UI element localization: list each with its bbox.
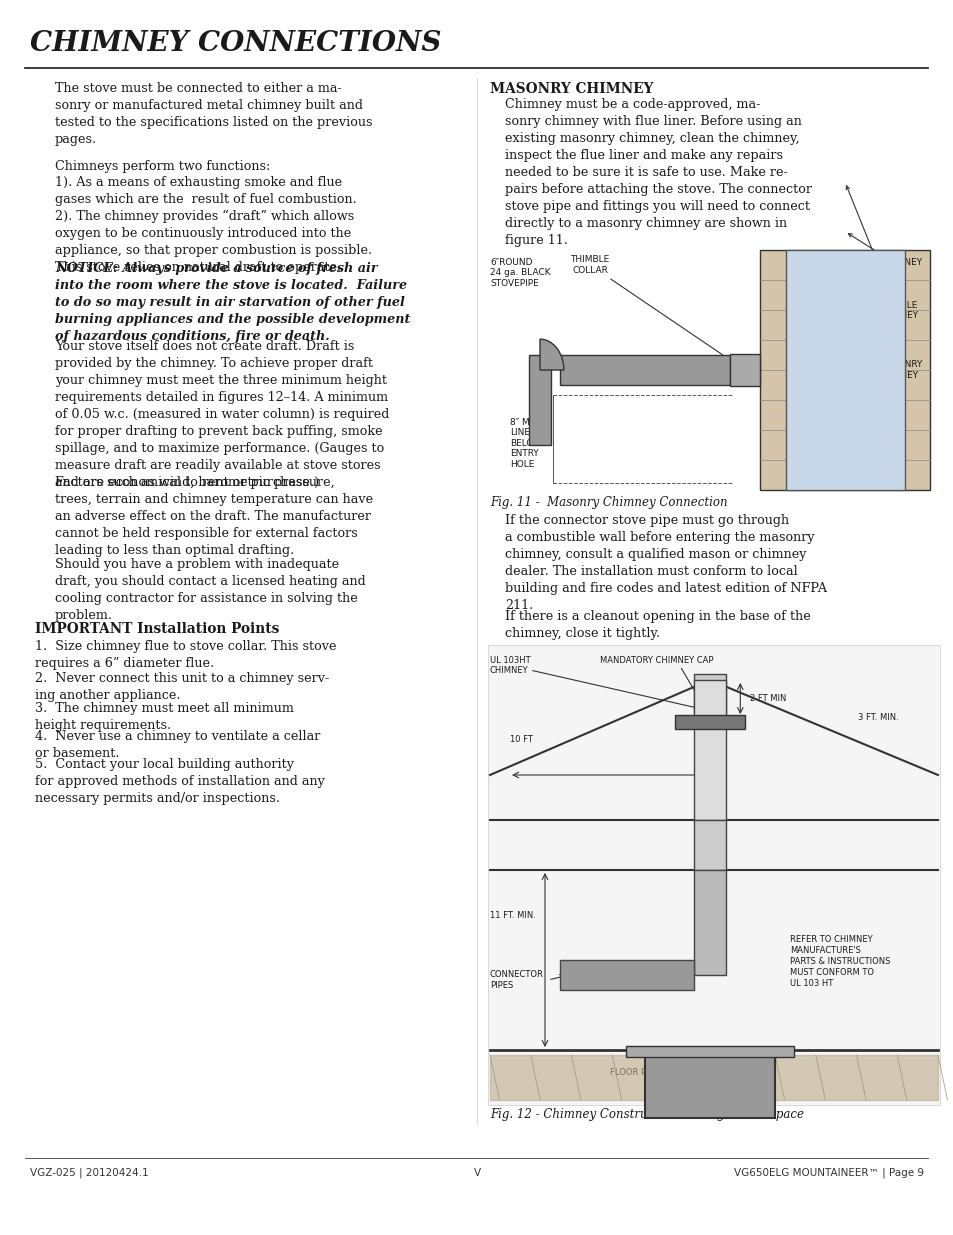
Bar (559, 356, 729, 385)
Text: Factors such as wind, barometric pressure,
trees, terrain and chimney temperatur: Factors such as wind, barometric pressur… (55, 475, 373, 557)
Bar (729, 354, 760, 387)
Text: Your stove itself does not create draft. Draft is
provided by the chimney. To ac: Your stove itself does not create draft.… (55, 340, 389, 489)
Bar (528, 356, 551, 445)
Text: VG650ELG MOUNTAINEER™ | Page 9: VG650ELG MOUNTAINEER™ | Page 9 (733, 1168, 923, 1178)
Text: 2 FT MIN: 2 FT MIN (749, 694, 785, 703)
Text: Chimney must be a code-approved, ma-
sonry chimney with flue liner. Before using: Chimney must be a code-approved, ma- son… (504, 98, 811, 247)
Text: MASONRY
CHIMNEY: MASONRY CHIMNEY (877, 361, 922, 379)
Bar (488, 645, 939, 1105)
Text: REFER TO CHIMNEY
MANUFACTURE'S
PARTS & INSTRUCTIONS
MUST CONFORM TO
UL 103 HT: REFER TO CHIMNEY MANUFACTURE'S PARTS & I… (789, 935, 889, 988)
Text: CHIMNEY CONNECTIONS: CHIMNEY CONNECTIONS (30, 30, 441, 57)
Text: 2.  Never connect this unit to a chimney serv-
ing another appliance.: 2. Never connect this unit to a chimney … (35, 672, 329, 701)
Text: THIMBLE
COLLAR: THIMBLE COLLAR (570, 256, 740, 368)
Text: 2). The chimney provides “draft” which allows
oxygen to be continuously introduc: 2). The chimney provides “draft” which a… (55, 210, 372, 274)
Bar (693, 674, 725, 718)
Bar (674, 715, 744, 730)
Bar (559, 960, 693, 989)
Text: 5/8″ TILE
CHIMNEY
LINER: 5/8″ TILE CHIMNEY LINER (845, 185, 918, 330)
Text: Fig. 12 - Chimney Construction Through Attic Space: Fig. 12 - Chimney Construction Through A… (490, 1108, 803, 1121)
Text: IMPORTANT Installation Points: IMPORTANT Installation Points (35, 622, 279, 636)
Text: Fig. 11 -  Masonry Chimney Connection: Fig. 11 - Masonry Chimney Connection (490, 496, 727, 509)
Text: Should you have a problem with inadequate
draft, you should contact a licensed h: Should you have a problem with inadequat… (55, 558, 365, 622)
Text: 8″ MIN.
LINER
BELOW
ENTRY
HOLE: 8″ MIN. LINER BELOW ENTRY HOLE (510, 417, 541, 468)
Bar (760, 249, 929, 490)
Text: CONNECTOR
PIPES: CONNECTOR PIPES (490, 971, 543, 989)
Text: MANDATORY CHIMNEY CAP: MANDATORY CHIMNEY CAP (599, 656, 713, 664)
Text: 6″ROUND
24 ga. BLACK
STOVEPIPE: 6″ROUND 24 ga. BLACK STOVEPIPE (490, 258, 550, 288)
Bar (693, 680, 725, 820)
Bar (644, 1050, 774, 1118)
Text: 3.  The chimney must meet all minimum
height requirements.: 3. The chimney must meet all minimum hei… (35, 701, 294, 732)
Bar (693, 820, 725, 869)
Text: The stove must be connected to either a ma-
sonry or manufactured metal chimney : The stove must be connected to either a … (55, 82, 372, 146)
Text: Chimneys perform two functions:: Chimneys perform two functions: (55, 161, 270, 173)
Text: CHIMNEY
FLUE: CHIMNEY FLUE (847, 233, 923, 278)
Bar (784, 249, 903, 490)
Text: 11 FT. MIN.: 11 FT. MIN. (490, 910, 536, 920)
Text: FLOOR PROTECTOR: FLOOR PROTECTOR (609, 1068, 692, 1077)
Text: V: V (473, 1168, 480, 1178)
Text: VGZ-025 | 20120424.1: VGZ-025 | 20120424.1 (30, 1168, 149, 1178)
Text: UL 103HT
CHIMNEY: UL 103HT CHIMNEY (490, 656, 530, 676)
Text: 3 FT. MIN.: 3 FT. MIN. (857, 714, 898, 722)
Text: 1.  Size chimney flue to stove collar. This stove
requires a 6” diameter flue.: 1. Size chimney flue to stove collar. Th… (35, 640, 336, 671)
Text: NOTICE: Always provide a source of fresh air
into the room where the stove is lo: NOTICE: Always provide a source of fresh… (55, 262, 410, 343)
Text: MASONRY CHIMNEY: MASONRY CHIMNEY (490, 82, 653, 96)
Text: 10 FT: 10 FT (510, 736, 533, 745)
Text: 1). As a means of exhausting smoke and flue
gases which are the  result of fuel : 1). As a means of exhausting smoke and f… (55, 177, 356, 206)
Text: If there is a cleanout opening in the base of the
chimney, close it tightly.: If there is a cleanout opening in the ba… (504, 610, 810, 640)
Text: 5.  Contact your local building authority
for approved methods of installation a: 5. Contact your local building authority… (35, 758, 325, 805)
Text: 4.  Never use a chimney to ventilate a cellar
or basement.: 4. Never use a chimney to ventilate a ce… (35, 730, 320, 760)
Bar (625, 1046, 794, 1057)
Bar (693, 869, 725, 974)
Wedge shape (539, 340, 563, 370)
Text: If the connector stove pipe must go through
a combustible wall before entering t: If the connector stove pipe must go thro… (504, 514, 826, 613)
